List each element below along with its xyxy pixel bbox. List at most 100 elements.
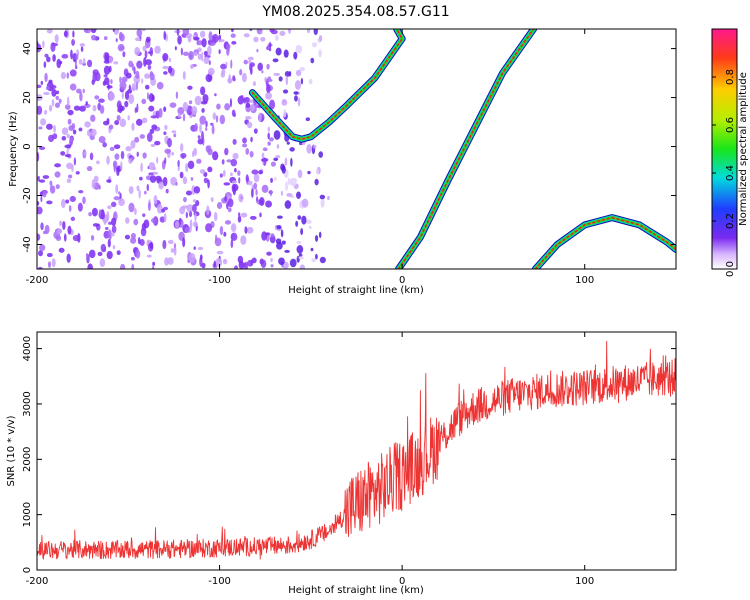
noise-speck (107, 229, 112, 239)
noise-speck (118, 31, 123, 41)
noise-speck (158, 181, 164, 190)
noise-speck (175, 91, 179, 99)
noise-speck (232, 138, 237, 145)
noise-speck (275, 155, 281, 159)
noise-speck (201, 51, 204, 62)
noise-speck (82, 196, 86, 205)
noise-speck (139, 176, 143, 181)
colorbar-tick-label: 0.2 (725, 213, 736, 229)
noise-speck (91, 207, 98, 217)
noise-speck (66, 178, 72, 184)
noise-speck (135, 70, 140, 79)
noise-speck (72, 234, 80, 242)
noise-speck (119, 118, 127, 128)
noise-speck (55, 95, 59, 101)
noise-speck (46, 56, 51, 63)
noise-speck (212, 151, 219, 161)
noise-speck (296, 240, 302, 244)
noise-speck (225, 61, 228, 67)
noise-speck (305, 219, 312, 225)
noise-speck (245, 115, 252, 120)
noise-speck (295, 220, 299, 227)
noise-speck (270, 233, 275, 238)
noise-speck (106, 85, 113, 89)
noise-speck (149, 175, 157, 183)
noise-speck (108, 124, 114, 130)
noise-speck (231, 41, 237, 45)
noise-speck (251, 169, 259, 175)
colorbar-tick-label: 0.0 (725, 261, 736, 277)
noise-speck (133, 66, 136, 75)
noise-speck (164, 157, 167, 165)
noise-speck (58, 98, 62, 104)
noise-speck (222, 258, 228, 265)
noise-speck (211, 124, 215, 135)
noise-speck (287, 177, 290, 186)
snr-x-axis: -200 -100 0 100 (26, 332, 594, 587)
noise-speck (105, 226, 109, 231)
noise-speck (319, 194, 326, 200)
noise-speck (150, 143, 156, 147)
noise-speck (261, 184, 269, 193)
noise-speck (107, 238, 111, 248)
noise-speck (312, 144, 317, 149)
noise-speck (44, 72, 48, 83)
noise-speck (182, 176, 188, 185)
noise-speck (260, 158, 268, 162)
noise-speck (313, 29, 318, 36)
noise-speck (92, 223, 99, 227)
noise-speck (109, 146, 115, 152)
noise-speck (124, 234, 131, 240)
noise-speck (70, 216, 76, 222)
noise-speck (256, 48, 259, 53)
noise-speck (290, 177, 298, 184)
noise-speck (143, 219, 150, 229)
noise-speck (170, 248, 175, 253)
noise-speck (51, 43, 59, 47)
noise-speck (108, 92, 115, 101)
noise-speck (168, 57, 172, 63)
noise-speck (184, 227, 190, 233)
noise-speck (107, 205, 112, 210)
noise-speck (110, 79, 113, 85)
noise-speck (148, 172, 154, 176)
noise-speck (267, 76, 272, 80)
noise-speck (207, 166, 213, 173)
noise-speck (116, 100, 122, 110)
noise-speck (199, 115, 207, 125)
noise-speck (205, 120, 208, 128)
noise-speck (113, 144, 121, 150)
noise-speck (87, 263, 93, 269)
noise-speck (46, 29, 53, 34)
noise-speck (100, 243, 106, 253)
spectrogram-x-tick-label: -200 (26, 275, 49, 286)
noise-speck (52, 133, 58, 140)
noise-speck (188, 252, 196, 263)
noise-speck (112, 245, 116, 250)
noise-speck (274, 34, 279, 41)
noise-speck (49, 185, 56, 194)
noise-speck (253, 173, 260, 183)
noise-speck (286, 141, 290, 145)
noise-speck (103, 218, 107, 225)
noise-speck (64, 104, 71, 110)
noise-speck (90, 29, 97, 34)
noise-speck (283, 49, 289, 58)
noise-speck (61, 127, 69, 135)
noise-speck (210, 122, 214, 126)
noise-speck (193, 51, 198, 56)
noise-speck (67, 225, 72, 235)
noise-speck (46, 252, 53, 258)
noise-speck (284, 249, 290, 253)
noise-speck (318, 151, 324, 158)
noise-speck (139, 239, 145, 246)
colorbar: 0.0 0.2 0.4 0.6 0.8 Normalized spectral ampl… (711, 28, 749, 277)
noise-speck (242, 137, 247, 144)
noise-speck (125, 72, 132, 79)
noise-speck (249, 99, 254, 104)
noise-speck (264, 76, 267, 83)
noise-speck (73, 157, 77, 166)
noise-speck (270, 177, 273, 183)
noise-speck (273, 130, 281, 140)
noise-speck (163, 131, 167, 136)
